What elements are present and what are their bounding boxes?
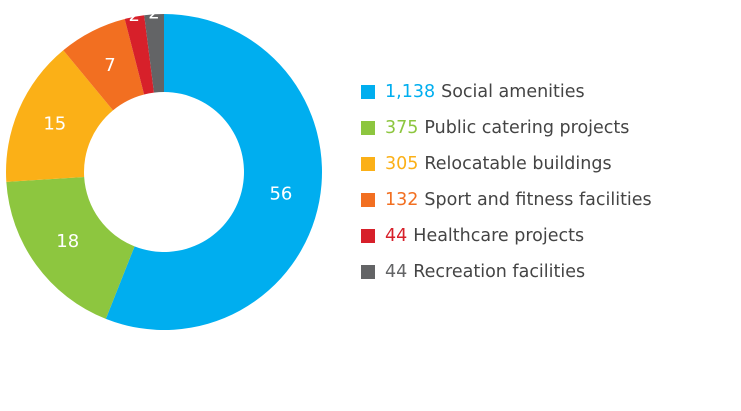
legend-text: 44 Healthcare projects	[385, 226, 584, 246]
legend-label: Sport and fitness facilities	[424, 190, 651, 210]
legend-count: 132	[385, 190, 418, 210]
legend-count: 44	[385, 262, 407, 282]
legend-count: 44	[385, 226, 407, 246]
legend-text: 44 Recreation facilities	[385, 262, 585, 282]
donut-slice	[124, 15, 154, 95]
legend-text: 1,138 Social amenities	[385, 82, 585, 102]
donut-slice	[105, 14, 322, 330]
legend-label: Healthcare projects	[413, 226, 584, 246]
legend-label: Relocatable buildings	[424, 154, 611, 174]
slice-label: 2	[128, 5, 139, 26]
legend-swatch	[361, 85, 375, 99]
legend-label: Social amenities	[441, 82, 585, 102]
legend-count: 375	[385, 118, 418, 138]
legend-label: Recreation facilities	[413, 262, 585, 282]
legend-text: 132 Sport and fitness facilities	[385, 190, 652, 210]
donut-slice	[6, 177, 135, 319]
legend-swatch	[361, 121, 375, 135]
donut-slice	[63, 18, 145, 111]
slice-label: 7	[104, 55, 115, 76]
slice-label: 18	[56, 231, 79, 252]
legend-count: 1,138	[385, 82, 435, 102]
donut-slice	[5, 50, 114, 182]
slice-label: 15	[43, 114, 66, 135]
legend-label: Public catering projects	[424, 118, 629, 138]
legend-text: 305 Relocatable buildings	[385, 154, 612, 174]
donut-slice	[144, 14, 164, 93]
legend-count: 305	[385, 154, 418, 174]
legend-swatch	[361, 229, 375, 243]
slice-label: 56	[269, 183, 292, 204]
slice-label: 2	[148, 2, 159, 23]
legend-swatch	[361, 265, 375, 279]
legend-text: 375 Public catering projects	[385, 118, 629, 138]
legend-swatch	[361, 157, 375, 171]
legend-swatch	[361, 193, 375, 207]
